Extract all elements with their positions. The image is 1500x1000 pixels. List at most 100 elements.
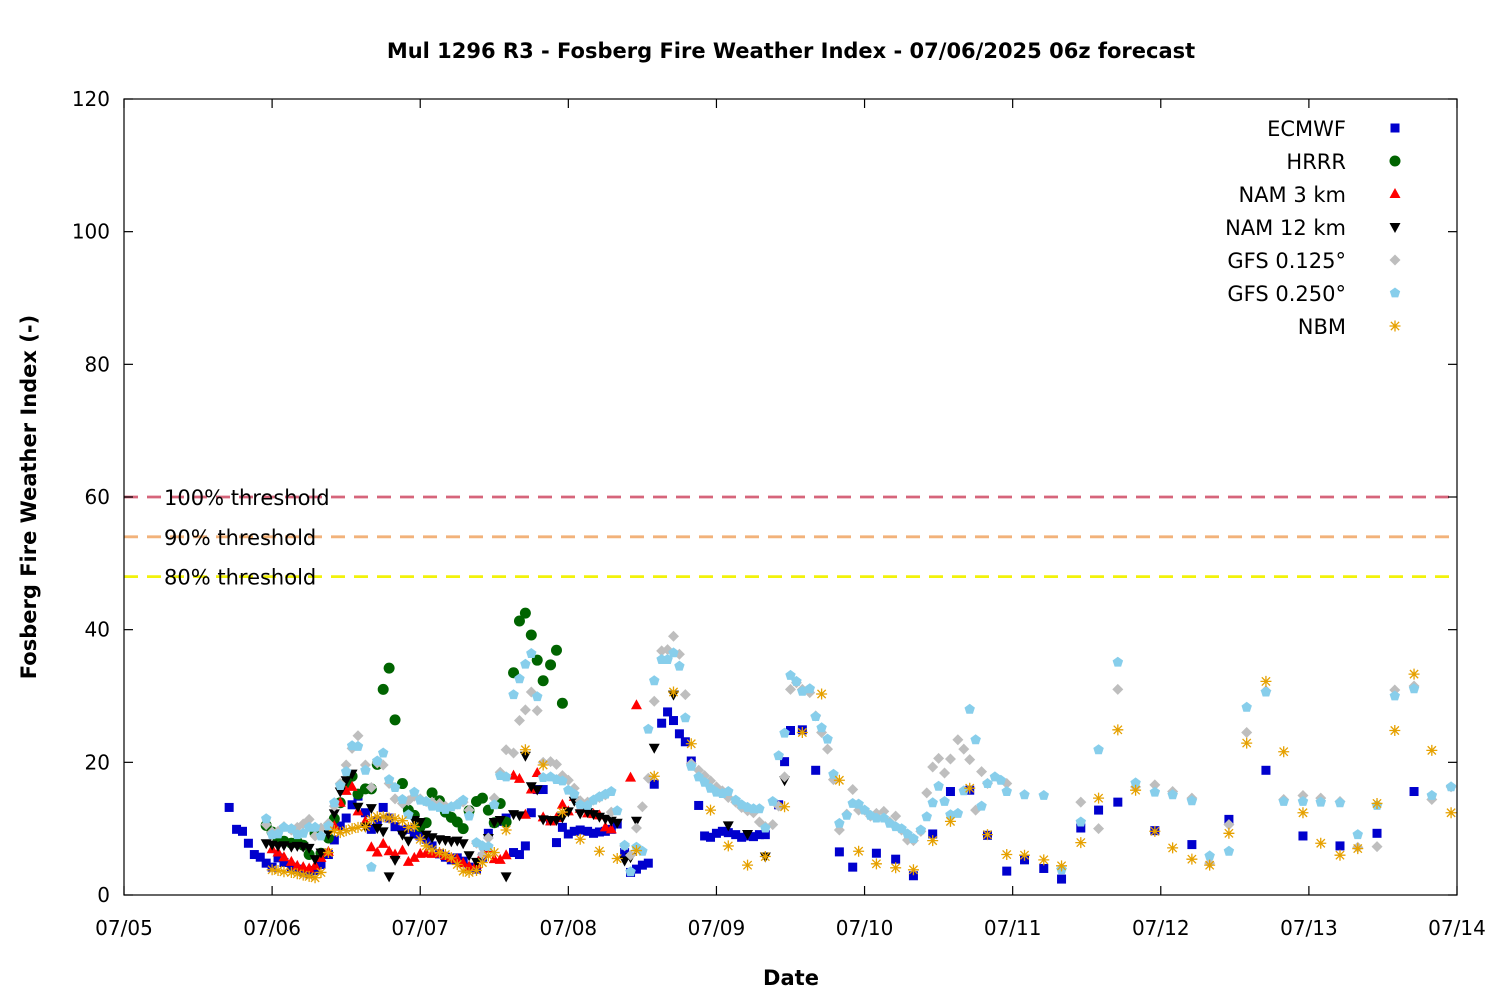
data-point [341,813,351,823]
data-point [397,794,408,804]
data-point [636,801,648,813]
data-point [488,818,500,829]
data-point [822,743,834,755]
data-point [648,695,660,707]
data-point [329,835,339,845]
data-point [1130,777,1141,788]
data-point [1204,850,1215,861]
data-point [680,737,690,747]
data-point [509,848,519,858]
data-point [303,862,315,873]
data-point [1149,786,1161,797]
data-point [520,841,530,851]
data-point [278,866,290,878]
data-point [556,813,568,824]
data-point [426,787,438,799]
data-point [952,734,964,746]
data-point [390,822,400,832]
data-point [871,812,882,823]
data-point [457,839,469,850]
data-point [531,705,543,717]
x-tick-label: 07/14 [1428,916,1486,940]
data-point [494,853,506,864]
data-point [834,847,844,857]
data-point [1223,827,1235,839]
data-point [346,823,358,835]
data-point [648,743,660,754]
data-point [1112,724,1124,736]
data-point [508,747,520,759]
data-point [476,792,488,804]
x-tick-label: 07/12 [1132,916,1190,940]
data-point [316,859,326,869]
x-tick-label: 07/08 [540,916,598,940]
data-point [457,823,469,835]
data-point [519,704,531,716]
data-point [871,848,881,858]
data-point [1076,823,1086,833]
data-point [525,782,537,793]
data-point [551,838,561,848]
data-point [402,821,414,833]
x-tick-label: 07/09 [688,916,746,940]
data-point [519,744,531,756]
data-point [328,809,340,820]
x-tick-label: 07/11 [984,916,1042,940]
data-point [315,848,327,859]
data-point [1241,737,1253,749]
data-point [352,730,364,742]
x-tick-label: 07/05 [95,916,153,940]
data-point [833,774,845,786]
data-point [754,830,764,840]
data-point [649,779,659,789]
data-point [1260,675,1272,687]
data-point [378,747,389,758]
data-point [643,723,654,734]
data-point [630,699,642,710]
data-point [322,847,334,859]
data-point [1371,841,1383,853]
data-point [1297,796,1309,806]
data-point [272,864,284,876]
data-point [463,810,475,821]
data-point [365,782,377,794]
legend-label: NAM 3 km [1238,183,1346,207]
data-point [786,725,795,735]
data-point [365,841,377,852]
y-tick-label: 100 [72,220,110,244]
data-point [569,788,580,799]
data-point [760,822,771,833]
data-point [285,866,297,878]
series-points [266,668,1457,884]
y-tick-label: 80 [85,352,110,376]
series-points [261,647,1457,877]
x-tick-label: 07/13 [1280,916,1338,940]
data-point [1334,797,1346,808]
data-point [489,799,500,810]
data-point [303,813,315,825]
data-point [408,821,420,833]
data-point [1204,859,1216,871]
data-point [309,872,321,884]
data-point [520,658,531,669]
data-point [1408,683,1420,694]
data-point [556,806,568,818]
data-point [352,802,364,813]
data-point [500,824,512,836]
data-point [822,733,833,744]
data-point [402,836,414,847]
data-point [1149,825,1161,837]
data-point [347,800,357,810]
data-point [550,644,562,656]
data-point [1149,779,1161,791]
data-point [335,821,345,831]
data-point [531,785,543,796]
data-point [1445,781,1457,792]
data-point [291,868,303,880]
data-point [944,815,956,827]
data-point [853,845,865,857]
data-point [667,630,679,642]
data-point [927,797,938,808]
data-point [1278,746,1290,758]
data-point [471,864,483,876]
